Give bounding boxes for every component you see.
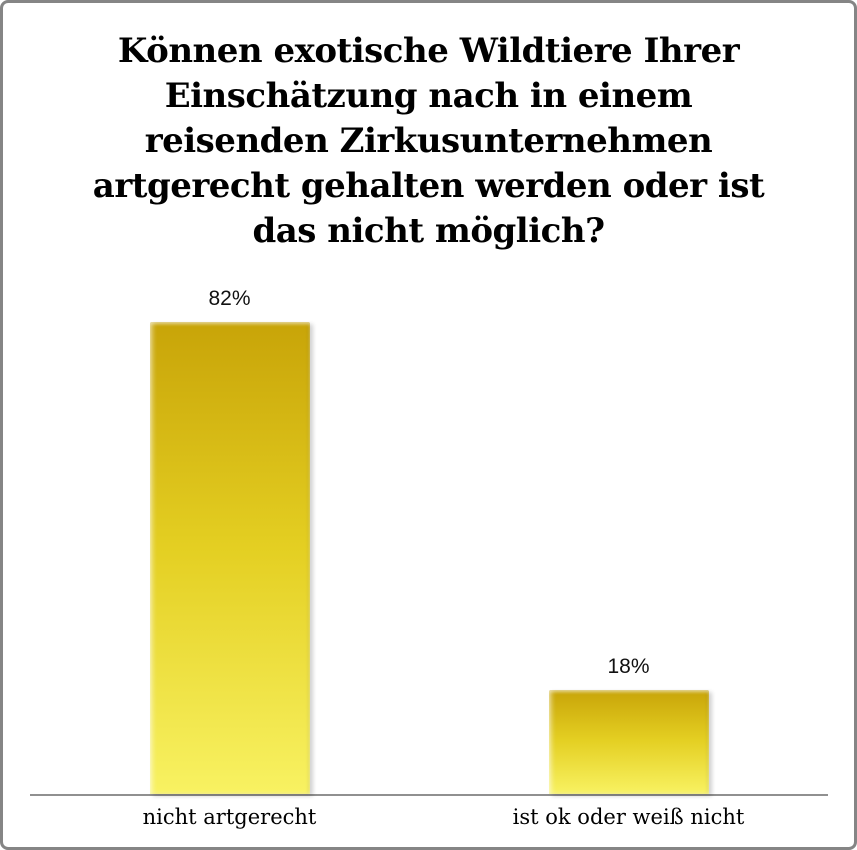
category-label: nicht artgerecht [142, 805, 317, 829]
category-label: ist ok oder weiß nicht [512, 805, 745, 829]
plot-area: 82% 18% [30, 286, 828, 794]
bar-group-nicht-artgerecht: 82% [30, 287, 429, 794]
bar [149, 322, 310, 794]
bar [548, 690, 709, 794]
x-axis-line [30, 794, 828, 796]
bar-group-ist-ok-oder-weiss-nicht: 18% [429, 655, 828, 794]
category-label-row: nicht artgerecht ist ok oder weiß nicht [30, 796, 828, 829]
chart-title: Können exotische Wildtiere Ihrer Einschä… [92, 31, 765, 251]
bar-value-label: 18% [607, 655, 650, 679]
bar-value-label: 82% [208, 287, 251, 310]
